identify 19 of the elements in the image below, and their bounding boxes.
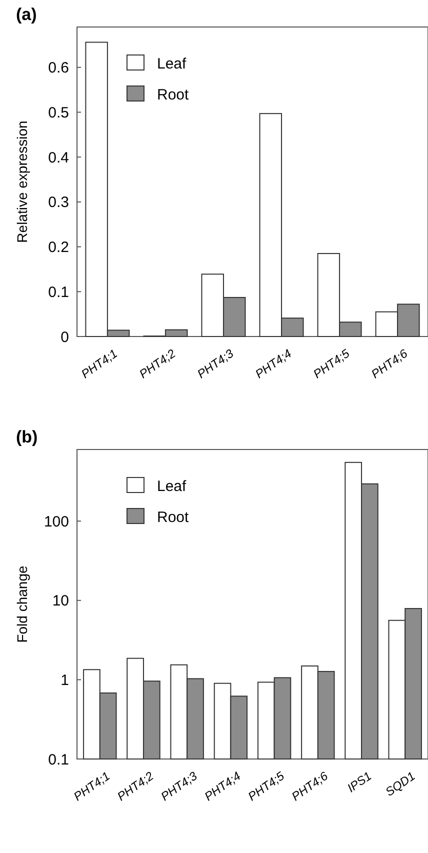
legend-label: Root (157, 86, 190, 104)
y-tick-label: 0.4 (48, 149, 69, 166)
y-tick-label: 0.5 (48, 104, 69, 122)
y-axis-title: Fold change (14, 566, 30, 643)
y-tick-label: 100 (44, 513, 69, 530)
y-tick-label: 1 (60, 672, 69, 689)
legend-label: Leaf (157, 478, 188, 495)
y-tick-label: 0.3 (48, 194, 69, 212)
y-axis-title: Relative expression (14, 120, 30, 243)
y-tick-label: 0 (60, 328, 69, 346)
chart-title: (b) (16, 428, 38, 446)
y-tick-label: 0.6 (48, 60, 69, 77)
y-tick-label: 10 (52, 592, 69, 610)
y-tick-label: 0.1 (48, 751, 69, 768)
y-tick-label: 0.1 (48, 284, 69, 301)
legend-label: Root (157, 508, 190, 526)
legend-label: Leaf (157, 55, 188, 72)
y-tick-label: 0.2 (48, 239, 69, 256)
chart-title: (a) (16, 5, 37, 24)
